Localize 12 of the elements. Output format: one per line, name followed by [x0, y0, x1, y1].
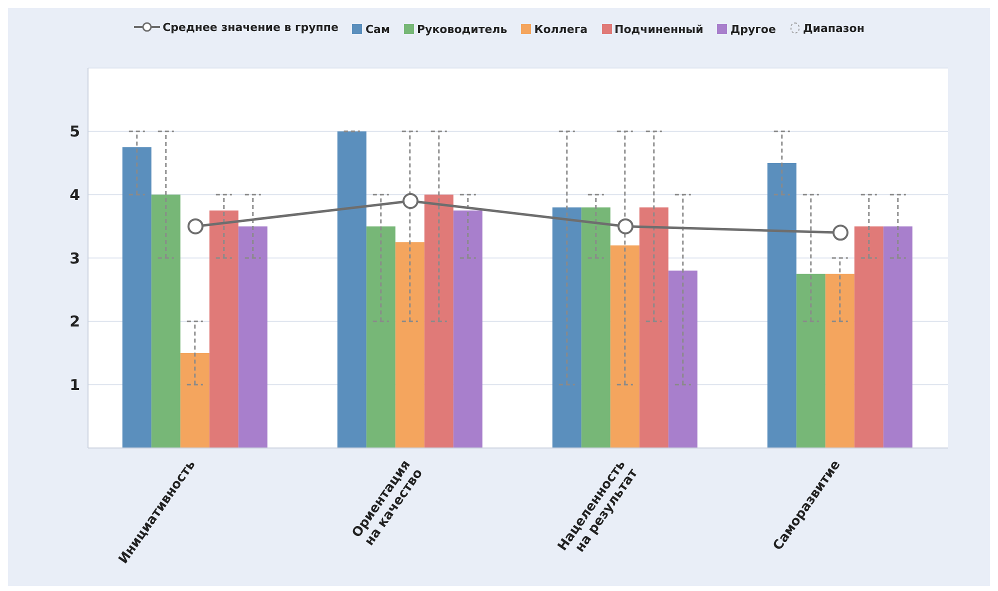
legend-label: Руководитель — [416, 22, 508, 36]
legend-label: Коллега — [534, 22, 588, 36]
legend-label: Среднее значение в группе — [162, 20, 338, 34]
legend-label: Другое — [730, 22, 776, 36]
legend-label: Подчиненный — [614, 22, 704, 36]
legend-label: Сам — [365, 22, 390, 36]
text: Диапазон — [802, 22, 864, 34]
y-tick-label: 3 — [70, 249, 80, 268]
y-tick-label: 2 — [70, 312, 80, 331]
y-tick-label: 1 — [70, 376, 80, 394]
y-tick-label: 4 — [70, 186, 80, 204]
y-tick-label: 5 — [70, 122, 80, 141]
